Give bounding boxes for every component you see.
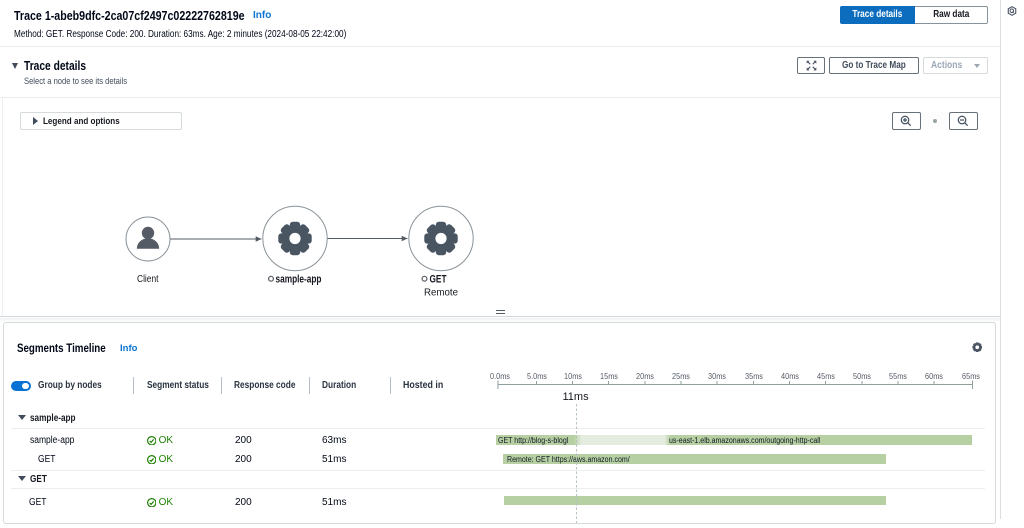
- svg-text:Client: Client: [137, 273, 159, 285]
- svg-text:sample-app: sample-app: [276, 274, 322, 286]
- svg-text:Remote: Remote: [424, 287, 458, 299]
- svg-text:GET: GET: [430, 274, 447, 286]
